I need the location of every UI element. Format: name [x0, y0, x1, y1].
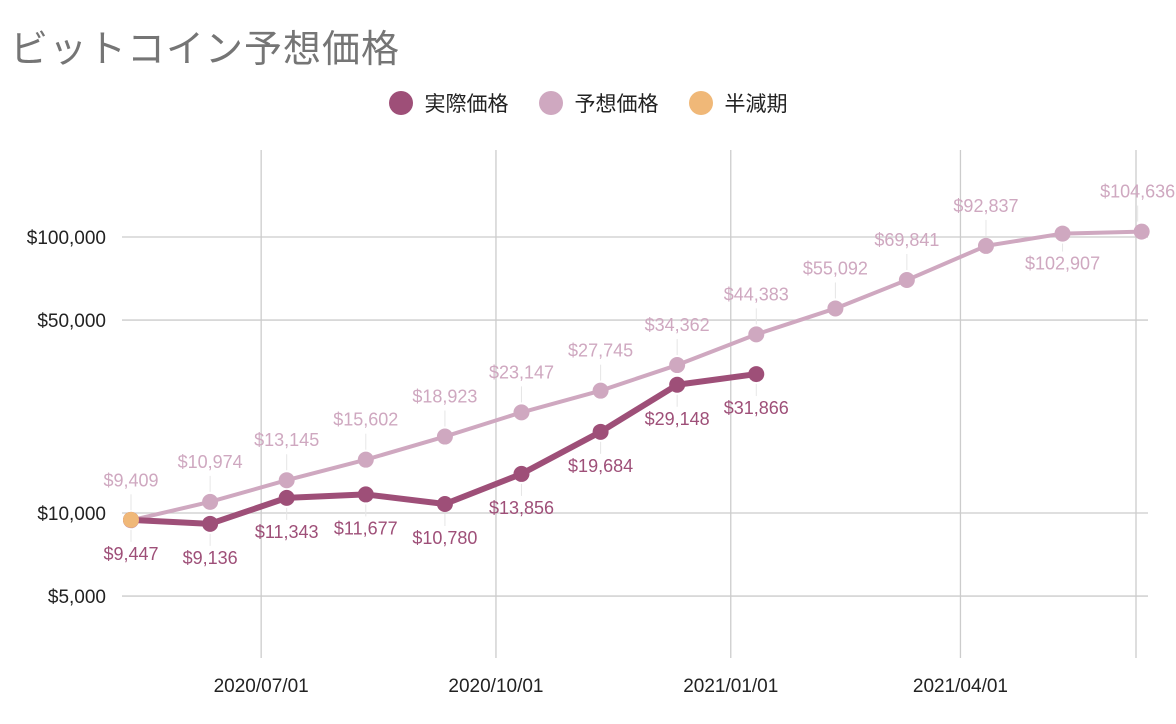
point-forecast: [436, 428, 453, 445]
data-label: $19,684: [568, 456, 633, 476]
data-label: $44,383: [724, 284, 789, 304]
y-tick-label: $100,000: [27, 228, 106, 249]
data-label: $55,092: [803, 258, 868, 278]
series-line-forecast: [130, 229, 1142, 523]
point-halving: [123, 511, 139, 528]
data-label: $11,343: [255, 522, 319, 542]
point-forecast: [977, 237, 994, 254]
data-label: $104,636: [1100, 182, 1175, 202]
point-forecast: [748, 326, 765, 343]
point-actual: [202, 515, 219, 532]
y-tick-label: $10,000: [37, 504, 106, 525]
legend: 実際価格 予想価格 半減期: [0, 88, 1176, 118]
legend-swatch-forecast: [538, 91, 563, 115]
data-label: $69,841: [874, 230, 939, 250]
data-label: $10,974: [178, 452, 243, 472]
point-forecast: [827, 300, 844, 317]
point-forecast: [1054, 225, 1071, 242]
point-actual: [669, 376, 686, 393]
point-actual: [436, 495, 453, 512]
data-label: $15,602: [333, 410, 398, 430]
y-tick-label: $5,000: [48, 587, 106, 608]
legend-swatch-actual: [388, 91, 413, 115]
data-label: $34,362: [645, 315, 710, 335]
point-forecast: [278, 472, 295, 489]
legend-label-actual: 実際価格: [424, 92, 509, 116]
x-tick-label: 2021/01/01: [683, 676, 778, 697]
legend-item-actual[interactable]: 実際価格: [388, 88, 509, 118]
grid: [122, 150, 1148, 658]
data-label: $31,866: [724, 398, 789, 418]
legend-label-halving: 半減期: [724, 92, 788, 116]
point-forecast: [357, 451, 374, 468]
legend-label-forecast: 予想価格: [574, 92, 659, 116]
point-forecast: [592, 382, 609, 399]
x-tick-label: 2020/10/01: [448, 676, 543, 697]
axes: $5,000 $10,000 $50,000 $100,000 2020/07/01 20…: [27, 228, 1008, 697]
data-label: $27,745: [568, 341, 633, 361]
legend-swatch-halving: [688, 91, 713, 115]
data-label: $11,677: [334, 518, 398, 538]
point-forecast: [202, 493, 219, 510]
data-label: $92,837: [953, 196, 1018, 216]
legend-item-forecast[interactable]: 予想価格: [538, 88, 659, 118]
point-actual: [748, 366, 765, 383]
y-tick-label: $50,000: [37, 311, 106, 332]
point-actual: [592, 423, 609, 440]
data-label: $9,409: [103, 470, 158, 490]
chart-title: ビットコイン予想価格: [10, 27, 401, 71]
data-label: $102,907: [1025, 254, 1100, 274]
data-label: $18,923: [412, 387, 477, 407]
point-forecast: [669, 357, 686, 374]
x-tick-label: 2021/04/01: [913, 676, 1008, 697]
point-actual: [278, 489, 295, 506]
x-tick-label: 2020/07/01: [214, 676, 309, 697]
point-forecast: [898, 272, 915, 289]
data-label: $9,447: [103, 544, 158, 564]
data-label: $13,145: [254, 430, 319, 450]
point-actual: [513, 465, 530, 482]
data-label: $29,148: [645, 409, 710, 429]
data-label: $9,136: [183, 548, 238, 568]
data-label: $13,856: [489, 498, 554, 518]
data-labels: $9,409 $10,974 $13,145 $15,602 $18,923 $23,14…: [103, 182, 1175, 568]
point-actual: [357, 486, 374, 503]
legend-item-halving[interactable]: 半減期: [688, 88, 788, 118]
series: [123, 223, 1150, 532]
point-forecast: [1133, 223, 1150, 240]
data-label: $23,147: [489, 362, 554, 382]
point-forecast: [513, 404, 530, 421]
data-label: $10,780: [412, 528, 477, 548]
